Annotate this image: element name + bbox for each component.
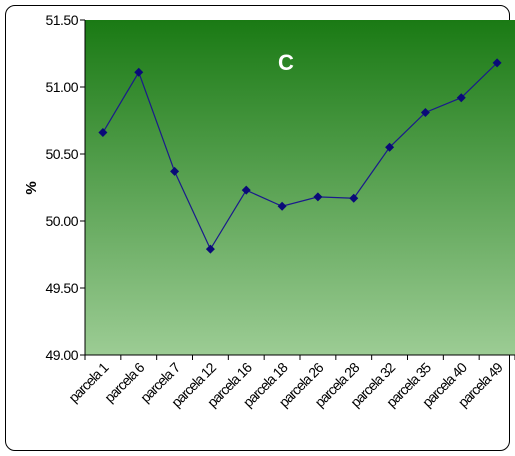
data-point xyxy=(170,166,180,176)
data-point xyxy=(492,58,502,68)
series-layer xyxy=(98,58,502,254)
series-line xyxy=(102,62,498,251)
data-point xyxy=(349,193,359,203)
y-tick-label: 50.00 xyxy=(45,213,78,229)
data-point xyxy=(205,244,215,254)
data-point xyxy=(456,93,466,103)
data-point xyxy=(134,67,144,77)
y-tick-label: 50.50 xyxy=(45,146,78,162)
plot-area xyxy=(85,20,515,355)
y-tick-label: 51.50 xyxy=(45,12,78,28)
data-point xyxy=(420,107,430,117)
y-tick-label: 51.00 xyxy=(45,79,78,95)
y-axis: 49.00 49.50 50.00 50.50 51.00 51.50 xyxy=(45,12,86,363)
data-point xyxy=(277,201,287,211)
data-point xyxy=(385,142,395,152)
data-point xyxy=(313,192,323,202)
data-point xyxy=(241,185,251,195)
data-point xyxy=(98,128,108,138)
y-axis-label: % xyxy=(23,181,40,194)
chart-title: C xyxy=(278,50,294,75)
y-tick-label: 49.00 xyxy=(45,347,78,363)
y-tick-label: 49.50 xyxy=(45,280,78,296)
